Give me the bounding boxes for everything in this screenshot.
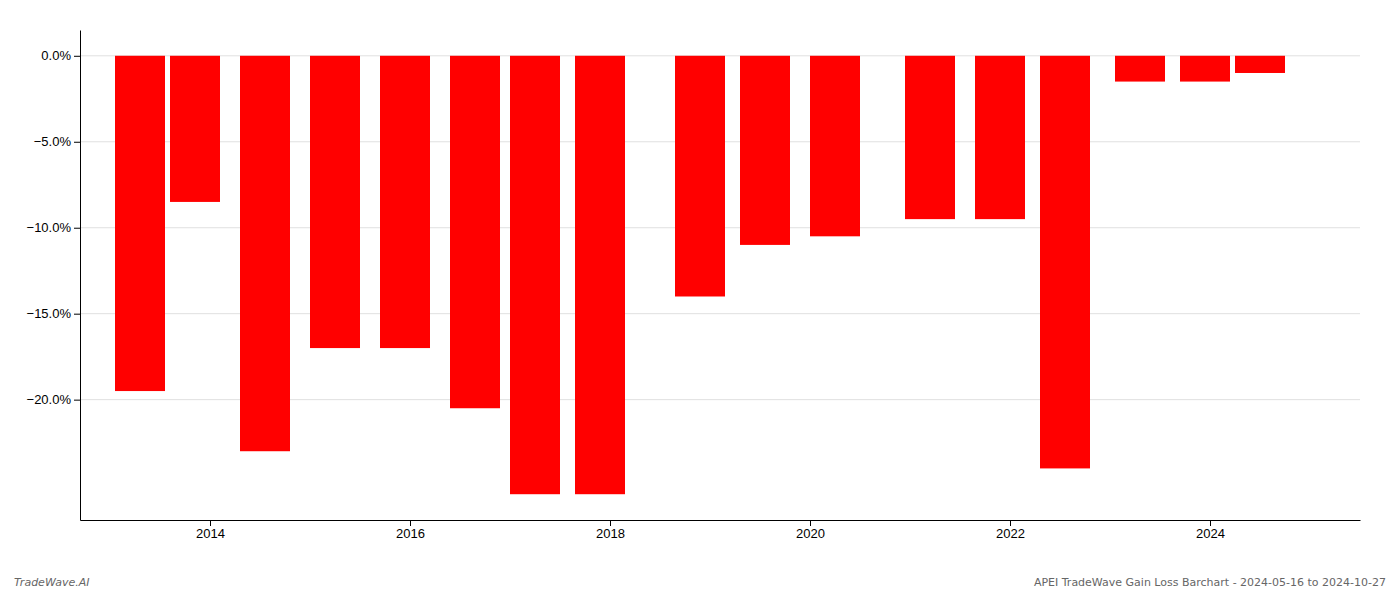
bar	[450, 56, 500, 408]
x-tick-mark	[610, 520, 611, 526]
bar	[1040, 56, 1090, 469]
x-tick-label: 2022	[996, 526, 1025, 541]
bar	[240, 56, 290, 451]
plot: 2014 2016 2018 2020 2022 2024 0.0% −5.0% −10.0% −…	[27, 31, 1361, 542]
footer-right: APEI TradeWave Gain Loss Barchart - 2024…	[1034, 576, 1386, 589]
y-tick: −5.0%	[34, 134, 80, 149]
x-tick-label: 2016	[396, 526, 425, 541]
bar	[310, 56, 360, 348]
y-tick-label: −5.0%	[34, 134, 72, 149]
y-tick: −15.0%	[27, 306, 80, 321]
y-tick-mark	[74, 400, 80, 401]
x-tick-mark	[1010, 520, 1011, 526]
bar	[1235, 56, 1285, 73]
bar	[810, 56, 860, 237]
y-tick-label: −20.0%	[27, 392, 72, 407]
bar	[115, 56, 165, 391]
x-tick-label: 2018	[596, 526, 625, 541]
y-tick: −10.0%	[27, 220, 80, 235]
bar	[1180, 56, 1230, 82]
chart: 2014 2016 2018 2020 2022 2024 0.0% −5.0% −10.0% −…	[0, 0, 1400, 600]
x-tick: 2020	[796, 520, 825, 541]
y-axis: 0.0% −5.0% −10.0% −15.0% −20.0%	[27, 31, 81, 521]
x-tick: 2016	[396, 520, 425, 541]
x-tick-mark	[810, 520, 811, 526]
y-tick-label: −15.0%	[27, 306, 72, 321]
x-tick: 2018	[596, 520, 625, 541]
y-tick-mark	[74, 228, 80, 229]
bar	[1115, 56, 1165, 82]
bar	[675, 56, 725, 297]
bar	[905, 56, 955, 219]
y-tick-mark	[74, 314, 80, 315]
x-tick: 2014	[196, 520, 225, 541]
y-axis-line	[80, 31, 81, 521]
y-tick-mark	[74, 56, 80, 57]
x-tick-label: 2024	[1196, 526, 1225, 541]
y-tick-mark	[74, 142, 80, 143]
y-tick-label: −10.0%	[27, 220, 72, 235]
bar	[975, 56, 1025, 219]
x-tick: 2024	[1196, 520, 1225, 541]
x-tick-label: 2014	[196, 526, 225, 541]
x-tick-mark	[1210, 520, 1211, 526]
bar	[380, 56, 430, 348]
y-tick-label: 0.0%	[41, 48, 71, 63]
bar	[510, 56, 560, 494]
y-tick: −20.0%	[27, 392, 80, 407]
x-tick-mark	[210, 520, 211, 526]
bar	[575, 56, 625, 494]
x-tick: 2022	[996, 520, 1025, 541]
footer-left: TradeWave.AI	[14, 576, 89, 589]
bar	[740, 56, 790, 245]
x-tick-mark	[410, 520, 411, 526]
x-axis-line	[81, 520, 1361, 521]
bars	[115, 56, 1285, 494]
y-tick: 0.0%	[41, 48, 80, 63]
x-tick-label: 2020	[796, 526, 825, 541]
bar	[170, 56, 220, 202]
x-axis: 2014 2016 2018 2020 2022 2024	[81, 520, 1361, 541]
